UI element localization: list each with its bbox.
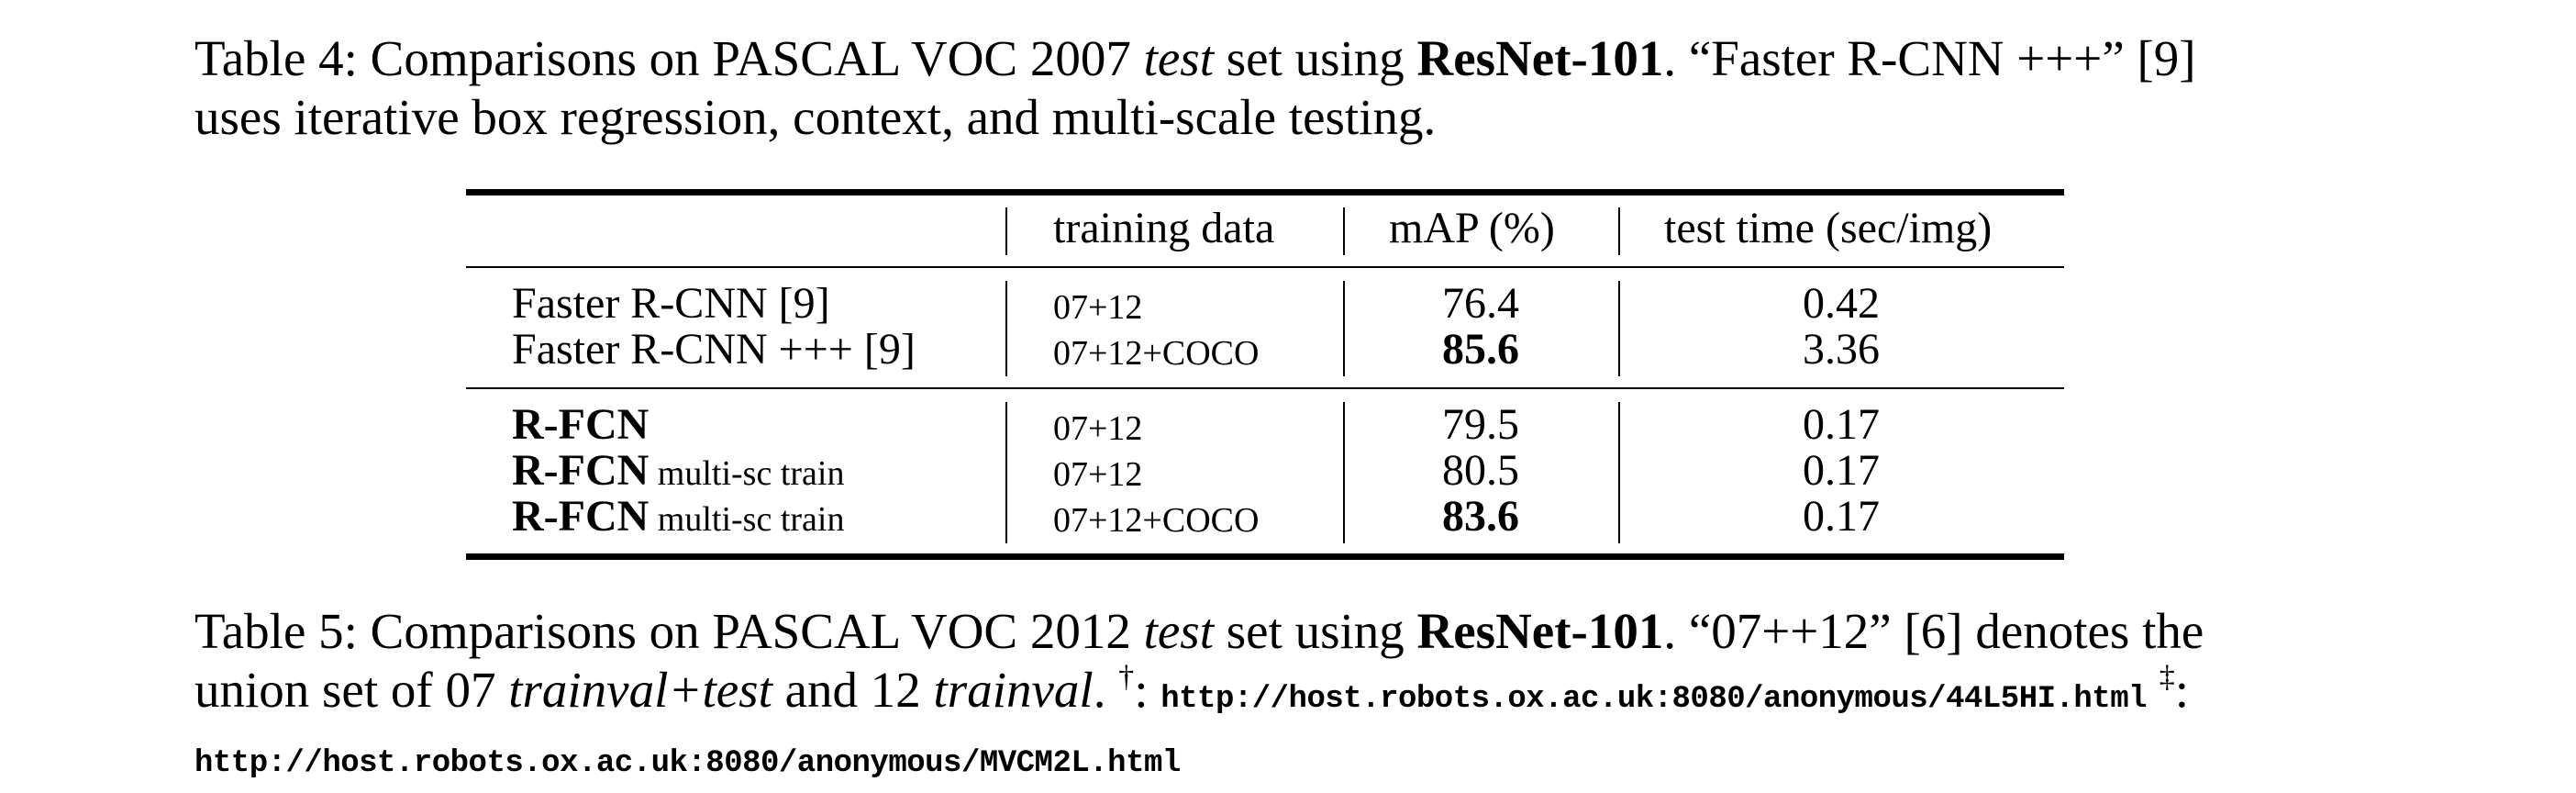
column-separator bbox=[1618, 207, 1620, 255]
column-separator bbox=[1005, 281, 1007, 376]
caption-text: . “07++12” [6] denotes the bbox=[1663, 603, 2204, 659]
training-cell: 07+12+COCO bbox=[1053, 334, 1260, 373]
caption-line: Table 5: Comparisons on PASCAL VOC 2012 … bbox=[194, 602, 2359, 661]
map-cell-best: 83.6 bbox=[1442, 492, 1519, 541]
training-cell: 07+12 bbox=[1053, 455, 1143, 494]
header-training-data: training data bbox=[1053, 204, 1275, 252]
footnote-url-link[interactable]: http://host.robots.ox.ac.uk:8080/anonymo… bbox=[194, 746, 1181, 781]
column-separator bbox=[1343, 207, 1345, 255]
caption-italic: test bbox=[1143, 30, 1214, 86]
caption-text: . “Faster R-CNN +++” [9] bbox=[1663, 30, 2196, 86]
caption-bold: ResNet-101 bbox=[1416, 30, 1664, 86]
method-cell: Faster R-CNN +++ [9] bbox=[512, 325, 916, 374]
column-separator bbox=[1343, 281, 1345, 376]
caption-text: set using bbox=[1214, 603, 1417, 659]
method-name: R-FCN bbox=[512, 400, 650, 449]
method-cell: Faster R-CNN [9] bbox=[512, 279, 830, 328]
time-cell: 0.17 bbox=[1803, 400, 1880, 449]
column-separator bbox=[1005, 207, 1007, 255]
method-suffix: multi-sc train bbox=[649, 454, 845, 493]
column-separator bbox=[1618, 402, 1620, 543]
table-top-rule bbox=[466, 189, 2064, 195]
training-cell: 07+12+COCO bbox=[1053, 501, 1260, 540]
method-cell: R-FCN bbox=[512, 402, 649, 448]
caption-text: Table 4: Comparisons on PASCAL VOC 2007 bbox=[194, 30, 1144, 86]
caption-text: : bbox=[2174, 662, 2190, 718]
table-bottom-rule bbox=[466, 553, 2064, 560]
caption-line: http://host.robots.ox.ac.uk:8080/anonymo… bbox=[194, 725, 2359, 784]
caption-italic: trainval bbox=[933, 662, 1094, 718]
time-cell: 0.42 bbox=[1803, 279, 1880, 328]
caption-text: : bbox=[1134, 662, 1161, 718]
column-separator bbox=[1618, 281, 1620, 376]
caption-text: union set of 07 bbox=[194, 662, 509, 718]
caption-line: Table 4: Comparisons on PASCAL VOC 2007 … bbox=[194, 29, 2359, 88]
table5-caption: Table 5: Comparisons on PASCAL VOC 2012 … bbox=[194, 602, 2359, 784]
caption-text: and 12 bbox=[772, 662, 934, 718]
double-dagger-footnote-mark: ‡ bbox=[2159, 660, 2175, 694]
column-separator bbox=[1343, 402, 1345, 543]
time-cell: 0.17 bbox=[1803, 492, 1880, 541]
caption-italic: test bbox=[1143, 603, 1214, 659]
method-suffix: multi-sc train bbox=[649, 500, 845, 539]
caption-text: set using bbox=[1214, 30, 1417, 86]
caption-text: Table 5: Comparisons on PASCAL VOC 2012 bbox=[194, 603, 1144, 659]
training-cell: 07+12 bbox=[1053, 409, 1143, 448]
method-cell: R-FCN multi-sc train bbox=[512, 448, 844, 497]
method-name: R-FCN bbox=[512, 492, 650, 541]
dagger-footnote-mark: † bbox=[1118, 660, 1135, 694]
column-separator bbox=[1005, 402, 1007, 543]
map-cell-best: 85.6 bbox=[1442, 325, 1519, 374]
header-map: mAP (%) bbox=[1389, 204, 1555, 252]
caption-italic: trainval+test bbox=[508, 662, 772, 718]
map-cell: 76.4 bbox=[1442, 279, 1519, 328]
comparison-table: training data mAP (%) test time (sec/img… bbox=[466, 189, 2064, 560]
method-name: R-FCN bbox=[512, 446, 650, 495]
group-rule bbox=[466, 387, 2064, 389]
time-cell: 3.36 bbox=[1803, 325, 1880, 374]
table4-caption: Table 4: Comparisons on PASCAL VOC 2007 … bbox=[194, 29, 2359, 147]
footnote-url-link[interactable]: http://host.robots.ox.ac.uk:8080/anonymo… bbox=[1160, 682, 2148, 717]
header-rule bbox=[466, 266, 2064, 268]
caption-line: union set of 07 trainval+test and 12 tra… bbox=[194, 661, 2359, 720]
time-cell: 0.17 bbox=[1803, 446, 1880, 495]
caption-bold: ResNet-101 bbox=[1416, 603, 1664, 659]
caption-text: . bbox=[1093, 662, 1119, 718]
map-cell: 79.5 bbox=[1442, 400, 1519, 449]
caption-line: uses iterative box regression, context, … bbox=[194, 89, 1437, 145]
training-cell: 07+12 bbox=[1053, 288, 1143, 327]
header-test-time: test time (sec/img) bbox=[1664, 204, 1993, 252]
map-cell: 80.5 bbox=[1442, 446, 1519, 495]
method-cell: R-FCN multi-sc train bbox=[512, 494, 844, 542]
